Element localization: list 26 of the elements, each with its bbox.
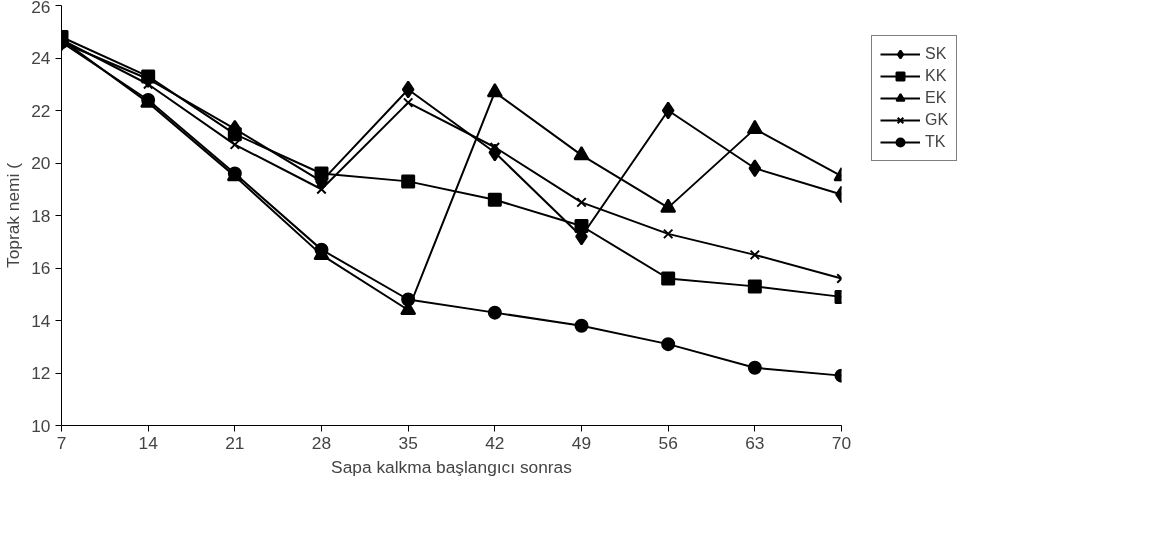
- y-tick-label: 26: [31, 0, 51, 17]
- y-tick-label: 12: [31, 363, 51, 383]
- x-tick-label: 14: [138, 432, 159, 453]
- x-tick-label: 63: [745, 432, 765, 453]
- y-tick-label: 16: [31, 258, 51, 278]
- y-tick-label: 14: [31, 310, 51, 331]
- x-tick-label: 21: [225, 432, 245, 453]
- x-tick-label: 28: [311, 432, 332, 453]
- x-tick-label: 49: [571, 432, 592, 453]
- y-tick-label: 24: [31, 48, 51, 68]
- y-tick-label: 20: [31, 153, 51, 173]
- legend-label: GK: [925, 111, 949, 129]
- y-tick-label: 18: [31, 205, 51, 226]
- y-tick-label: 22: [31, 100, 51, 121]
- x-tick-label: 42: [485, 432, 505, 453]
- y-tick-label: 10: [31, 415, 51, 436]
- x-axis-title: Sapa kalkma başlangıcı sonras: [331, 456, 573, 477]
- x-tick-label: 56: [658, 432, 678, 453]
- legend-label: TK: [925, 133, 946, 151]
- x-tick-label: 70: [831, 432, 852, 453]
- legend-label: EK: [925, 89, 947, 107]
- x-tick-label: 35: [398, 432, 418, 453]
- legend-label: SK: [925, 45, 947, 63]
- x-tick-label: 7: [56, 432, 67, 453]
- y-axis-title: Toprak nemi (: [3, 162, 24, 268]
- legend-label: KK: [925, 67, 947, 85]
